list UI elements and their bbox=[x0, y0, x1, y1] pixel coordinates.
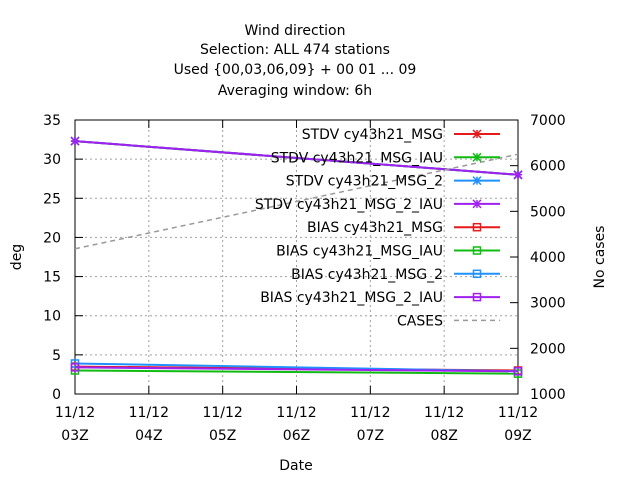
x-tick-hour: 08Z bbox=[430, 428, 457, 444]
series-layer bbox=[70, 136, 523, 378]
series-3 bbox=[70, 136, 523, 180]
x-tick-hour: 04Z bbox=[135, 428, 162, 444]
legend-label: STDV cy43h21_MSG_2_IAU bbox=[255, 197, 443, 213]
legend-entry: BIAS cy43h21_MSG_2 bbox=[291, 267, 500, 283]
legend-label: STDV cy43h21_MSG_2 bbox=[286, 174, 443, 190]
data-point bbox=[70, 136, 80, 146]
legend-marker bbox=[472, 269, 482, 279]
y2-axis-ticks: 1000 2000 3000 4000 5000 6000 7000 bbox=[510, 113, 566, 403]
y-tick-label: 15 bbox=[43, 270, 61, 286]
legend-entry: BIAS cy43h21_MSG_IAU bbox=[276, 244, 500, 260]
x-tick-hour: 06Z bbox=[283, 428, 310, 444]
x-tick-hour: 05Z bbox=[209, 428, 236, 444]
y-axis-ticks: 0 5 10 15 20 25 30 35 bbox=[43, 113, 83, 403]
legend-marker bbox=[472, 246, 482, 255]
series-line bbox=[74, 140, 519, 176]
legend-label: STDV cy43h21_MSG bbox=[302, 127, 443, 143]
legend-entry: CASES bbox=[397, 313, 500, 329]
x-tick-date: 11/12 bbox=[276, 405, 316, 421]
data-point bbox=[513, 367, 523, 376]
y-tick-label: 30 bbox=[43, 152, 61, 168]
legend-entry: BIAS cy43h21_MSG bbox=[307, 220, 500, 236]
title-line-4: Averaging window: 6h bbox=[218, 83, 372, 99]
legend-label: BIAS cy43h21_MSG_2_IAU bbox=[260, 290, 443, 306]
y2-tick-label: 6000 bbox=[530, 159, 566, 175]
y2-tick-label: 2000 bbox=[530, 341, 566, 357]
data-point bbox=[70, 363, 80, 372]
y2-axis-label: No cases bbox=[592, 226, 608, 289]
x-tick-hour: 09Z bbox=[504, 428, 531, 444]
x-tick-hour: 03Z bbox=[61, 428, 88, 444]
y2-tick-label: 3000 bbox=[530, 296, 566, 312]
y-tick-label: 0 bbox=[52, 387, 61, 403]
chart-title: Wind direction Selection: ALL 474 statio… bbox=[174, 23, 417, 99]
y-tick-label: 5 bbox=[52, 348, 61, 364]
grid bbox=[75, 120, 518, 394]
series-line bbox=[74, 369, 519, 375]
title-line-2: Selection: ALL 474 stations bbox=[200, 42, 390, 58]
y-tick-label: 10 bbox=[43, 309, 61, 325]
title-line-1: Wind direction bbox=[245, 23, 346, 39]
x-tick-date: 11/12 bbox=[350, 405, 390, 421]
legend: STDV cy43h21_MSG STDV cy43h21_MSG_IAU STDV… bbox=[255, 127, 500, 329]
legend-marker bbox=[472, 199, 482, 209]
legend-marker bbox=[472, 292, 482, 302]
y2-tick-label: 4000 bbox=[530, 250, 566, 266]
legend-label: STDV cy43h21_MSG_IAU bbox=[271, 150, 443, 166]
x-tick-date: 11/12 bbox=[202, 405, 242, 421]
legend-marker bbox=[472, 176, 482, 186]
series-line bbox=[74, 366, 519, 373]
legend-marker bbox=[472, 222, 482, 232]
y2-tick-label: 5000 bbox=[530, 204, 566, 220]
x-tick-date: 11/12 bbox=[424, 405, 464, 421]
series-7 bbox=[70, 363, 523, 376]
x-tick-date: 11/12 bbox=[129, 405, 169, 421]
x-tick-date: 11/12 bbox=[55, 405, 95, 421]
legend-entry: BIAS cy43h21_MSG_2_IAU bbox=[260, 290, 500, 306]
series-line bbox=[74, 153, 519, 250]
legend-entry: STDV cy43h21_MSG_2 bbox=[286, 174, 500, 190]
legend-entry: STDV cy43h21_MSG_IAU bbox=[271, 150, 500, 166]
x-tick-date: 11/12 bbox=[498, 405, 538, 421]
y-axis-label: deg bbox=[9, 244, 25, 270]
y2-tick-label: 1000 bbox=[530, 387, 566, 403]
x-axis-label: Date bbox=[279, 458, 312, 474]
series-8 bbox=[74, 153, 519, 250]
legend-entry: STDV cy43h21_MSG bbox=[302, 127, 500, 143]
legend-label: BIAS cy43h21_MSG_2 bbox=[291, 267, 443, 283]
title-line-3: Used {00,03,06,09} + 00 01 ... 09 bbox=[174, 62, 417, 78]
data-point bbox=[513, 170, 523, 180]
legend-label: BIAS cy43h21_MSG_IAU bbox=[276, 244, 443, 260]
y-tick-label: 25 bbox=[43, 191, 61, 207]
x-tick-hour: 07Z bbox=[357, 428, 384, 444]
legend-marker bbox=[472, 152, 482, 162]
y-tick-label: 20 bbox=[43, 230, 61, 246]
y2-tick-label: 7000 bbox=[530, 113, 566, 129]
legend-label: CASES bbox=[397, 313, 443, 329]
legend-entry: STDV cy43h21_MSG_2_IAU bbox=[255, 197, 500, 213]
x-axis-ticks: 11/12 03Z 11/12 04Z 11/12 05Z 11/12 06Z 11/12 07Z… bbox=[55, 120, 538, 444]
y-tick-label: 35 bbox=[43, 113, 61, 129]
legend-marker bbox=[472, 129, 482, 139]
legend-label: BIAS cy43h21_MSG bbox=[307, 220, 443, 236]
